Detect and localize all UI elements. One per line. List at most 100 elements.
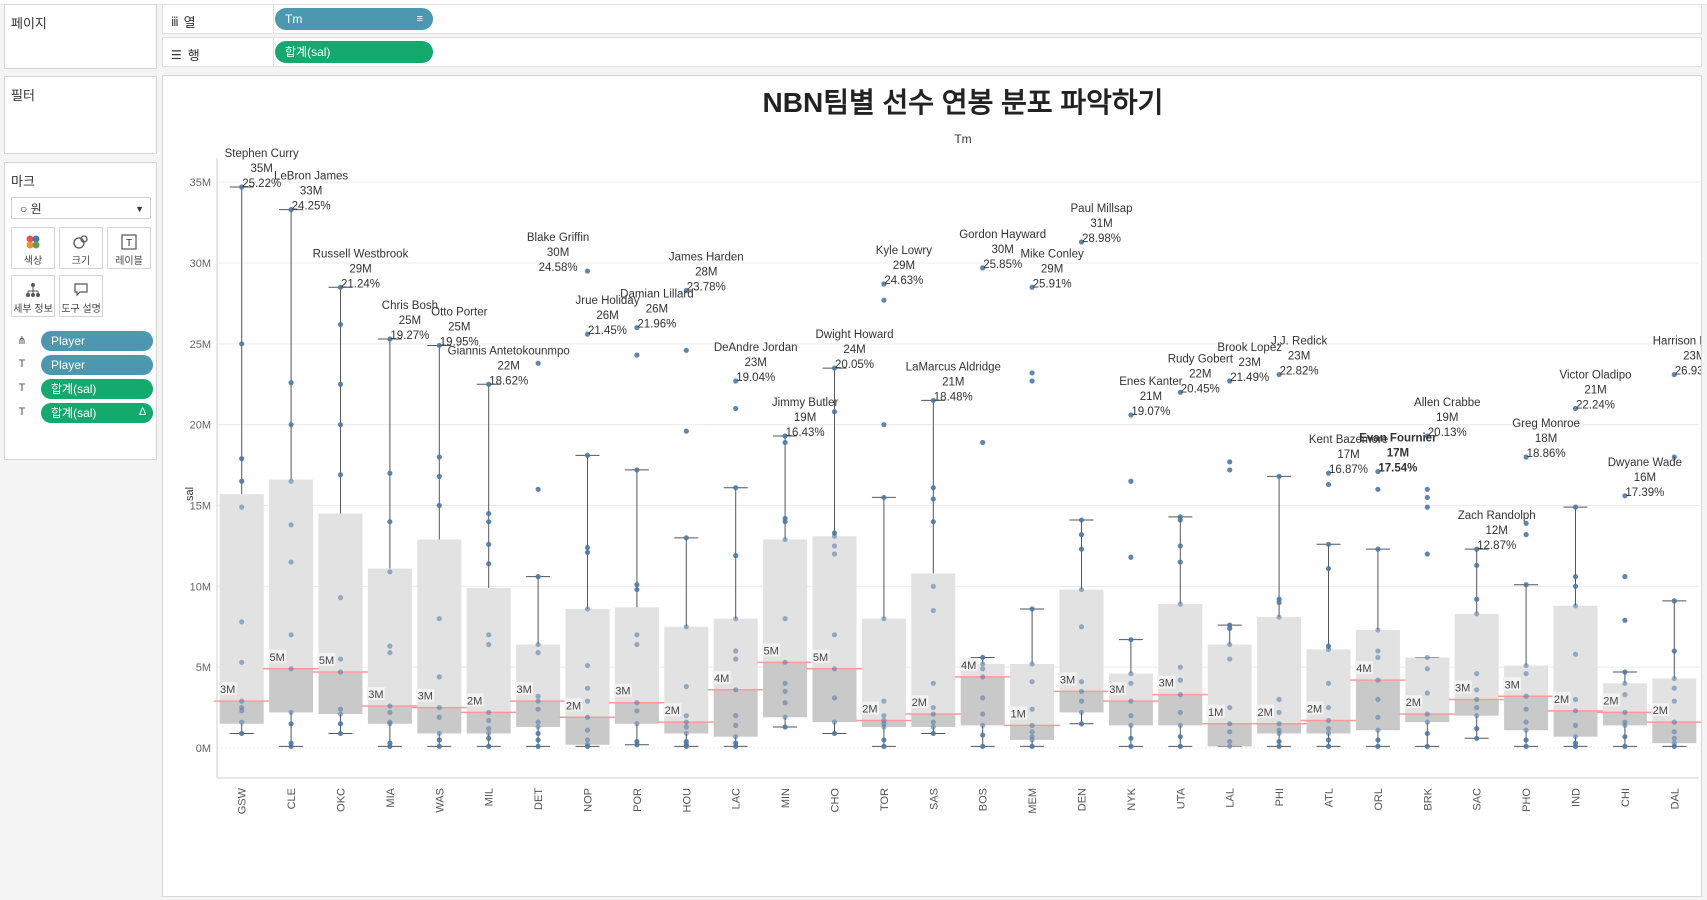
field-pill[interactable]: Player (41, 355, 153, 375)
player-dot (1671, 371, 1677, 378)
annotation-salary: 25M (399, 315, 421, 327)
player-dot (1424, 551, 1430, 557)
player-dot (535, 574, 541, 580)
field-pill[interactable]: 합계(sal) (41, 379, 153, 399)
mark-type-select[interactable]: ○ 원 ▼ (11, 197, 151, 219)
player-dot (239, 184, 245, 190)
median-label: 4M (714, 673, 729, 685)
player-dot (337, 669, 344, 675)
player-dot (782, 439, 788, 446)
player-dot (1177, 601, 1183, 607)
x-tick-label: BOS (978, 788, 990, 811)
player-dot (980, 722, 986, 728)
tooltip-button[interactable]: 도구 설명 (59, 275, 103, 317)
annotation-percent: 19.07% (1131, 406, 1170, 418)
player-dot (1177, 709, 1183, 716)
player-dot (1128, 680, 1134, 686)
detail-button[interactable]: 세부 정보 (11, 275, 55, 317)
player-dot (239, 504, 245, 510)
player-dot (1325, 717, 1332, 724)
x-tick-label: PHI (1274, 788, 1286, 806)
player-dot (980, 674, 986, 680)
player-dot (733, 734, 739, 740)
boxes: 3M 5M 5M 3M 3M 2M 3M 2M 3M 2M 4M 5M 5M 2M 2M 4M 1M 3M 3M 3M… (213, 186, 1701, 747)
player-dot (980, 743, 986, 749)
field-pill[interactable]: Player (41, 331, 153, 351)
median-label-bg (1503, 677, 1522, 691)
player-dot (1671, 454, 1677, 460)
player-dot (930, 724, 936, 730)
size-button[interactable]: 크기 (59, 227, 103, 269)
median-label-bg (762, 643, 781, 657)
y-tick-label: 10M (190, 581, 211, 593)
player-dot (1128, 412, 1134, 418)
marks-card: 마크 ○ 원 ▼ 색상 크기 T 레이블 세부 정보 도구 설명 ⋔ P (4, 162, 157, 460)
player-dot (239, 478, 245, 484)
player-dot (1424, 690, 1430, 696)
player-dot (1078, 688, 1085, 695)
player-dot (436, 730, 442, 737)
x-tick-label: LAL (1225, 788, 1237, 808)
player-dot (1177, 743, 1183, 749)
player-dot (930, 496, 936, 502)
player-dot (1474, 596, 1480, 602)
player-dot (1424, 719, 1430, 725)
player-dot (535, 650, 541, 656)
player-dot (535, 719, 541, 725)
player-dot (288, 743, 294, 749)
field-label-sum-sal[interactable]: T 합계(sal) (11, 379, 161, 399)
player-dot (733, 405, 739, 412)
shelf-divider (273, 38, 274, 66)
player-dot (980, 695, 986, 701)
annotation-salary: 30M (992, 244, 1014, 256)
player-dot (288, 207, 294, 213)
player-dot (288, 709, 294, 716)
player-dot (634, 721, 640, 727)
rows-shelf[interactable]: ☰ 행 합계(sal) (162, 37, 1702, 67)
player-dot (337, 595, 344, 601)
annotation-player: Stephen Curry (225, 148, 299, 160)
columns-shelf[interactable]: ⅲ 열 Tm ≡ (162, 4, 1702, 34)
player-dot (683, 743, 689, 749)
player-dot (881, 297, 887, 303)
annotation-percent: 24.63% (884, 275, 923, 287)
player-dot (881, 281, 887, 287)
annotation-percent: 17.54% (1378, 463, 1417, 475)
player-dot (486, 541, 492, 547)
player-dot (1325, 565, 1332, 572)
rows-pill[interactable]: 합계(sal) (275, 41, 433, 63)
x-tick-label: HOU (681, 788, 693, 813)
median-label-bg (1601, 693, 1620, 707)
field-pill[interactable]: 합계(sal) (41, 403, 153, 423)
field-detail-player[interactable]: ⋔ Player (11, 331, 161, 351)
label-label: 레이블 (115, 256, 143, 267)
annotation-percent: 21.49% (1230, 372, 1269, 384)
player-dot (683, 730, 689, 737)
player-dot (683, 347, 689, 353)
label-button[interactable]: T 레이블 (107, 227, 151, 269)
player-dot (239, 619, 245, 625)
field-label-player[interactable]: T Player (11, 355, 161, 375)
player-dot (1276, 614, 1282, 620)
player-dot (1029, 661, 1035, 667)
median-label: 2M (665, 705, 680, 717)
player-dot (1474, 562, 1480, 568)
field-label-sum-sal-pct[interactable]: T 합계(sal) Δ (11, 403, 161, 423)
player-dot (1029, 706, 1035, 712)
shelf-divider (273, 5, 274, 33)
player-dot (980, 439, 986, 446)
columns-pill[interactable]: Tm ≡ (275, 8, 433, 30)
player-dot (337, 721, 344, 727)
player-dot (1227, 641, 1233, 648)
median-label-bg (1009, 706, 1028, 720)
player-dot (634, 586, 640, 593)
player-dot (436, 473, 442, 479)
color-button[interactable]: 색상 (11, 227, 55, 269)
player-dot (1572, 504, 1579, 510)
filters-card[interactable]: 필터 (4, 76, 157, 154)
annotation-percent: 26.93% (1675, 366, 1701, 378)
player-dot (584, 268, 591, 274)
player-dot (584, 606, 591, 612)
median-label-bg (366, 686, 385, 700)
median-label: 4M (1356, 663, 1371, 675)
